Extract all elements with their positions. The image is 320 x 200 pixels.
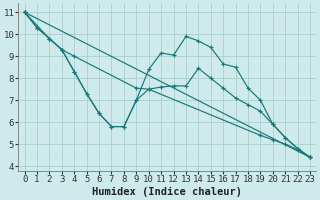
X-axis label: Humidex (Indice chaleur): Humidex (Indice chaleur) <box>92 186 242 197</box>
